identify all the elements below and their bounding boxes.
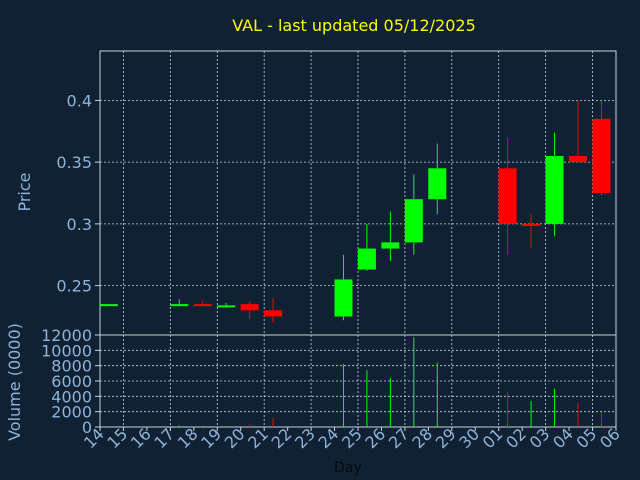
x-tick-label: 06 bbox=[596, 424, 624, 452]
volume-axis-label: Volume (0000) bbox=[5, 323, 24, 441]
candle-body bbox=[240, 304, 259, 311]
price-axis-label: Price bbox=[15, 172, 34, 211]
candle-body bbox=[404, 199, 423, 243]
candle-body bbox=[334, 279, 353, 317]
volume-tick-label: 10000 bbox=[41, 341, 92, 360]
price-tick-label: 0.25 bbox=[56, 277, 92, 296]
volume-tick-label: 4000 bbox=[51, 387, 92, 406]
candle-body bbox=[522, 223, 541, 226]
price-panel: 0.25 0.3 0.35 0.4 bbox=[56, 50, 617, 336]
volume-tick-label: 0 bbox=[82, 418, 92, 437]
candle-body bbox=[592, 118, 611, 193]
candle-body bbox=[569, 155, 588, 163]
candle-body bbox=[99, 304, 118, 307]
x-axis-label: Day bbox=[334, 460, 362, 476]
candle-body bbox=[357, 248, 376, 270]
candle-body bbox=[498, 168, 517, 224]
volume-tick-label: 2000 bbox=[51, 403, 92, 422]
price-tick-label: 0.4 bbox=[67, 91, 92, 110]
chart-title: VAL - last updated 05/12/2025 bbox=[232, 16, 476, 35]
candle-body bbox=[545, 155, 564, 224]
price-tick-label: 0.35 bbox=[56, 153, 92, 172]
candle-body bbox=[170, 304, 189, 307]
candle-body bbox=[264, 310, 283, 317]
x-axis-ticks: 1415161718192021222324252627282930010203… bbox=[80, 424, 624, 452]
candle-body bbox=[193, 304, 212, 307]
price-tick-label: 0.3 bbox=[67, 215, 92, 234]
volume-tick-label: 8000 bbox=[51, 357, 92, 376]
candle-body bbox=[381, 242, 400, 249]
candle-body bbox=[217, 305, 236, 308]
volume-tick-label: 6000 bbox=[51, 372, 92, 391]
candle-body bbox=[428, 168, 447, 200]
volume-tick-label: 12000 bbox=[41, 326, 92, 345]
